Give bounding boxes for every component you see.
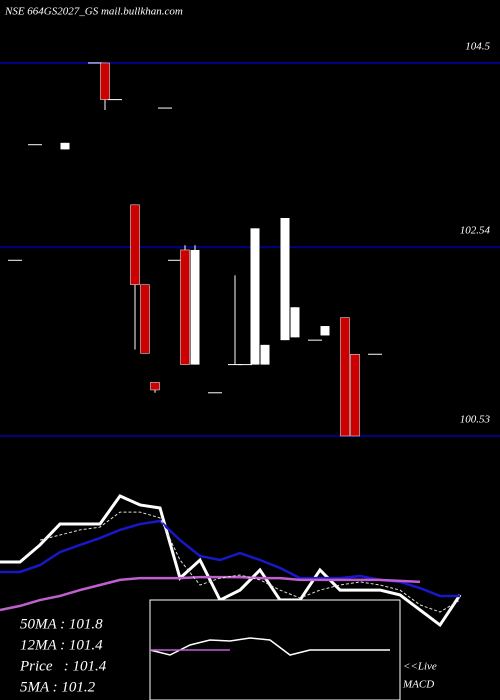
annotation: 12MA : 101.4	[20, 637, 103, 653]
candle-body	[320, 326, 330, 336]
candle-body	[150, 382, 160, 391]
indicator-line	[0, 575, 421, 612]
annotation: 50MA : 101.8	[20, 616, 103, 632]
candle-body	[250, 228, 260, 365]
indicator-line	[0, 494, 462, 628]
candle-body	[130, 204, 140, 285]
candle-body	[280, 218, 290, 341]
grid-layer: 100.53 102.54 104.5	[0, 40, 500, 437]
annotation: Price : 101.4	[19, 658, 107, 674]
macd-title: MACD	[402, 679, 434, 691]
candle-body	[260, 344, 270, 365]
annotation: 5MA : 101.2	[20, 679, 96, 695]
y-tick-label: 102.54	[460, 225, 491, 237]
candle-body	[60, 142, 70, 150]
y-tick-label: 104.5	[465, 40, 490, 52]
candle-body	[180, 249, 190, 365]
macd-live: <<Live	[403, 661, 437, 673]
candle-body	[100, 62, 110, 100]
candle-body	[340, 317, 350, 437]
candle-body	[290, 307, 300, 338]
chart-title: NSE 664GS2027_GS mail.bullkhan.com	[4, 6, 183, 18]
indicator-line	[39, 511, 461, 613]
candle-body	[140, 284, 150, 354]
candle-body	[350, 354, 360, 437]
indicator-line	[149, 637, 390, 656]
indicator-layer	[0, 494, 462, 628]
y-tick-label: 100.53	[460, 414, 491, 426]
candle-body	[190, 249, 200, 365]
candle-layer	[8, 62, 382, 437]
macd-layer	[149, 637, 390, 656]
